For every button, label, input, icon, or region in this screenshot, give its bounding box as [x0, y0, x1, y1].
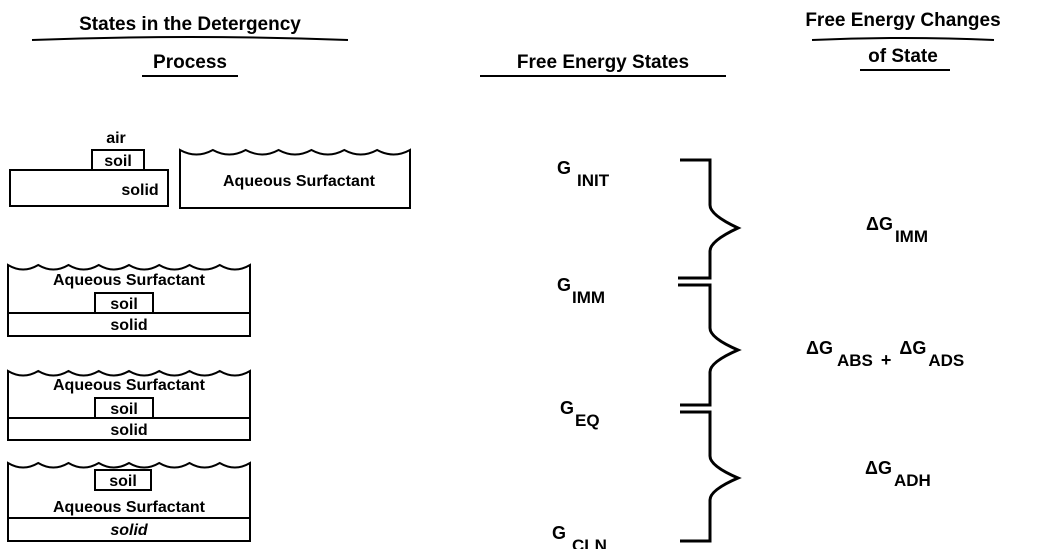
liquid-label: Aqueous Surfactant [53, 377, 206, 394]
liquid-container [7, 369, 251, 441]
bracket [680, 410, 742, 543]
underline [31, 36, 995, 77]
soil-label: soil [110, 296, 138, 313]
energy-state: GINIT [557, 158, 610, 190]
header: States in the Detergency [79, 14, 301, 35]
energy-state: GIMM [557, 275, 605, 307]
energy-state: GCLN [552, 523, 607, 549]
bracket [678, 283, 742, 407]
liquid-container [179, 148, 411, 209]
air-label: air [106, 130, 126, 147]
solid-box [9, 169, 169, 207]
header: Process [153, 52, 227, 73]
soil-box [94, 469, 152, 491]
soil-label: soil [104, 153, 132, 170]
liquid-container [7, 263, 251, 337]
solid-label: solid [110, 422, 147, 439]
bracket [678, 158, 742, 280]
energy-state: GEQ [560, 398, 600, 430]
header: of State [868, 46, 938, 67]
energy-change: ΔGABS +ΔGADS [806, 338, 964, 370]
liquid-container [7, 461, 251, 542]
header: Free Energy Changes [805, 10, 1000, 31]
soil-label: soil [110, 401, 138, 418]
liquid-label: Aqueous Surfactant [53, 499, 206, 516]
solid-label: solid [121, 182, 158, 199]
solid-label: solid [110, 317, 147, 334]
solid-label: solid [110, 522, 149, 539]
energy-change: ΔGIMM [866, 214, 928, 246]
soil-label: soil [109, 473, 137, 490]
liquid-label: Aqueous Surfactant [53, 272, 206, 289]
liquid-label: Aqueous Surfactant [223, 173, 376, 190]
header: Free Energy States [517, 52, 689, 73]
energy-change: ΔGADH [865, 458, 931, 490]
